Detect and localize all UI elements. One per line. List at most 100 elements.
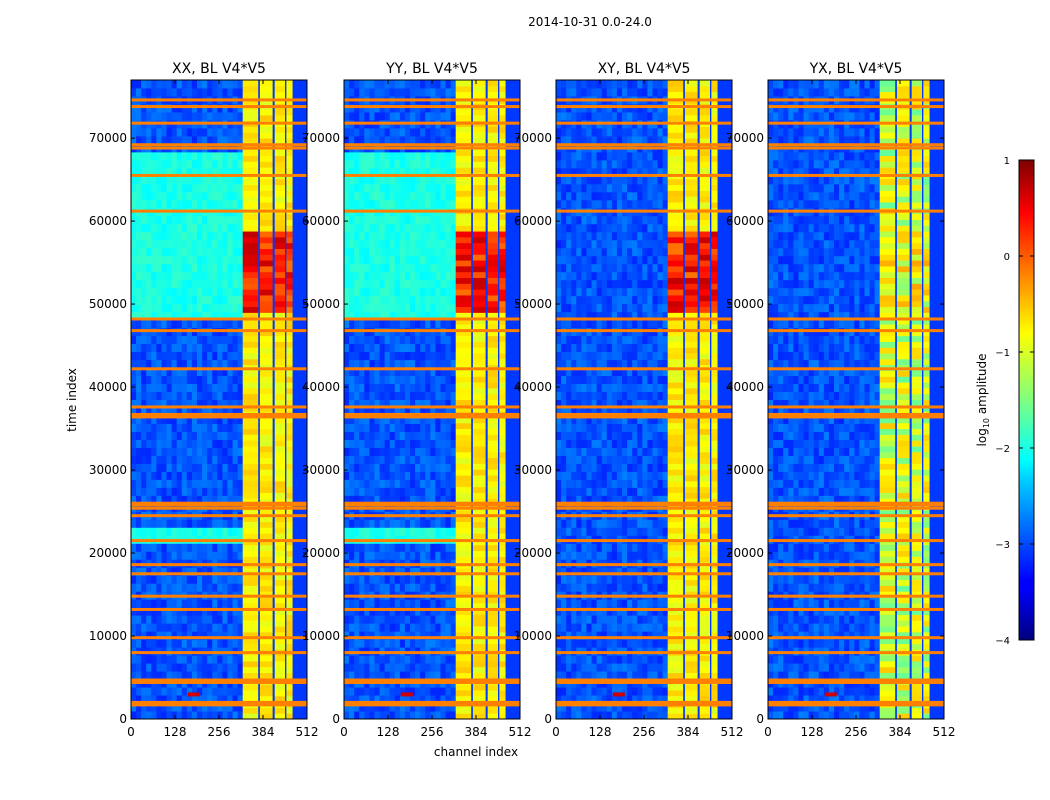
heatmap-cell: [181, 671, 188, 680]
heatmap-cell: [369, 255, 375, 265]
heatmap-cell: [379, 463, 386, 472]
heatmap-cell: [286, 399, 293, 406]
heatmap-cell: [156, 687, 162, 696]
heatmap-cell: [389, 231, 396, 241]
heatmap-cell: [286, 353, 293, 360]
heatmap-cell: [146, 399, 152, 408]
heatmap-cell: [445, 335, 452, 345]
heatmap-cell: [141, 447, 147, 456]
heatmap-cell: [410, 615, 416, 624]
heatmap-cell: [222, 623, 228, 632]
heatmap-cell: [571, 223, 577, 233]
heatmap-cell: [455, 236, 472, 244]
heatmap-cell: [191, 247, 198, 257]
heatmap-cell: [186, 455, 193, 464]
y-tick-label: 10000: [302, 629, 340, 643]
heatmap-cell: [227, 87, 234, 97]
heatmap-cell: [487, 614, 498, 621]
heatmap-cell: [420, 399, 426, 408]
heatmap-cell: [237, 695, 244, 704]
heatmap-cell: [227, 255, 234, 265]
heatmap-cell: [571, 615, 577, 624]
heatmap-cell: [487, 335, 498, 342]
heatmap-cell: [171, 567, 178, 576]
heatmap-cell: [425, 567, 431, 576]
heatmap-cell: [445, 415, 452, 424]
heatmap-cell: [384, 439, 391, 448]
heatmap-cell: [364, 359, 370, 369]
heatmap-cell: [389, 463, 396, 472]
heatmap-cell: [197, 583, 203, 592]
heatmap-cell: [354, 655, 360, 664]
heatmap-cell: [274, 376, 285, 383]
heatmap-cell: [430, 263, 436, 273]
heatmap-cell: [430, 663, 436, 672]
heatmap-cell: [472, 608, 486, 615]
heatmap-cell: [349, 439, 355, 448]
heatmap-cell: [364, 439, 370, 448]
heatmap-cell: [404, 487, 411, 496]
heatmap-cell: [487, 608, 498, 615]
heatmap-cell: [354, 239, 360, 249]
heatmap-cell: [212, 223, 218, 233]
heatmap-cell: [212, 367, 218, 377]
heatmap-cell: [146, 319, 152, 329]
heatmap-cell: [227, 191, 234, 201]
heatmap-cell: [472, 382, 486, 389]
heatmap-cell: [191, 655, 198, 664]
heatmap-cell: [186, 391, 193, 400]
heatmap-cell: [202, 351, 208, 361]
heatmap-cell: [212, 127, 218, 137]
heatmap-cell: [227, 351, 234, 361]
heatmap-cell: [136, 175, 142, 185]
heatmap-cell: [556, 135, 562, 145]
heatmap-cell: [404, 295, 411, 305]
heatmap-cell: [556, 399, 562, 408]
heatmap-cell: [161, 367, 168, 377]
heatmap-cell: [207, 599, 213, 608]
heatmap-cell: [227, 687, 234, 696]
heatmap-cell: [450, 575, 457, 584]
heatmap-cell: [561, 239, 567, 249]
heatmap-cell: [202, 487, 208, 496]
heatmap-cell: [156, 631, 162, 640]
heatmap-cell: [166, 423, 173, 432]
heatmap-cell: [212, 343, 218, 353]
heatmap-cell: [576, 655, 582, 664]
heatmap-cell: [359, 487, 365, 496]
heatmap-cell: [369, 159, 375, 169]
heatmap-cell: [440, 191, 447, 201]
heatmap-cell: [207, 359, 213, 369]
heatmap-cell: [420, 655, 426, 664]
heatmap-cell: [181, 519, 188, 528]
heatmap-cell: [571, 639, 577, 648]
heatmap-cell: [136, 543, 142, 552]
flag-row: [131, 146, 307, 150]
heatmap-cell: [394, 431, 401, 440]
heatmap-cell: [161, 239, 168, 249]
heatmap-cell: [369, 439, 375, 448]
heatmap-cell: [259, 225, 273, 232]
heatmap-cell: [472, 428, 486, 435]
heatmap-cell: [217, 575, 223, 584]
heatmap-cell: [440, 231, 447, 241]
heatmap-cell: [404, 343, 411, 353]
heatmap-cell: [455, 707, 472, 714]
heatmap-cell: [136, 439, 142, 448]
heatmap-cell: [186, 199, 193, 209]
heatmap-cell: [384, 303, 391, 313]
heatmap-cell: [425, 415, 431, 424]
heatmap-cell: [499, 109, 506, 116]
heatmap-cell: [369, 655, 375, 664]
heatmap-cell: [146, 383, 152, 393]
heatmap-cell: [131, 239, 137, 249]
heatmap-cell: [389, 263, 396, 273]
heatmap-cell: [171, 695, 178, 704]
heatmap-cell: [404, 615, 411, 624]
heatmap-cell: [499, 457, 506, 464]
heatmap-cell: [286, 597, 293, 604]
heatmap-cell: [487, 544, 498, 552]
heatmap-cell: [499, 260, 506, 267]
heatmap-cell: [566, 223, 572, 233]
heatmap-cell: [207, 191, 213, 201]
